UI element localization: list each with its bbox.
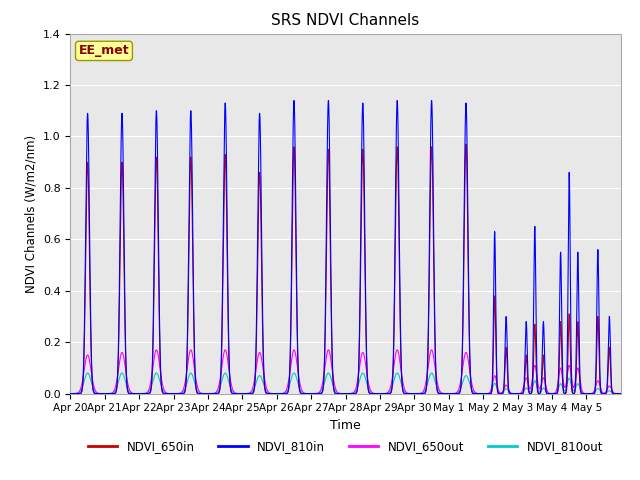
Legend: NDVI_650in, NDVI_810in, NDVI_650out, NDVI_810out: NDVI_650in, NDVI_810in, NDVI_650out, NDV… xyxy=(83,435,608,458)
Title: SRS NDVI Channels: SRS NDVI Channels xyxy=(271,13,420,28)
X-axis label: Time: Time xyxy=(330,419,361,432)
Text: EE_met: EE_met xyxy=(79,44,129,58)
Y-axis label: NDVI Channels (W/m2/nm): NDVI Channels (W/m2/nm) xyxy=(24,134,37,293)
